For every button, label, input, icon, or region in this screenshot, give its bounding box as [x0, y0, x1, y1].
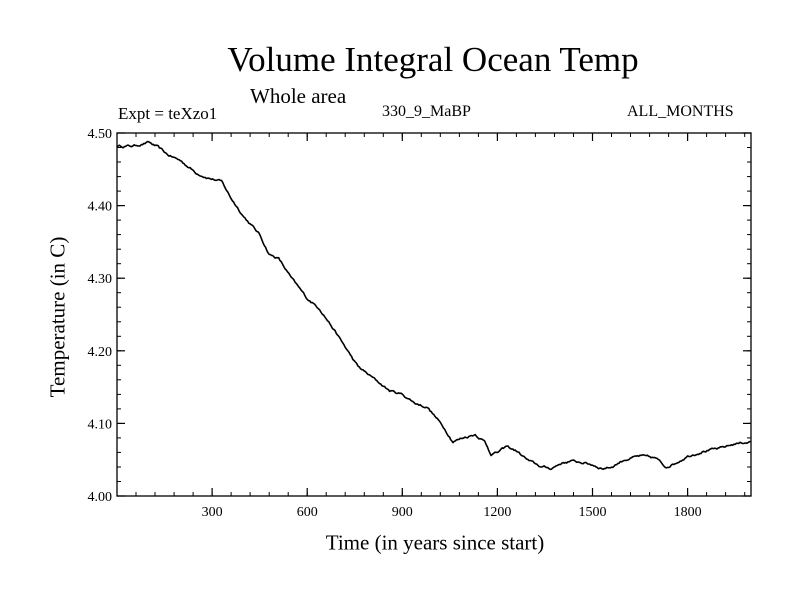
y-tick-label: 4.10 [88, 417, 113, 432]
x-tick-label: 900 [392, 505, 413, 520]
y-tick-label: 4.50 [88, 127, 113, 142]
series-line [116, 140, 752, 471]
x-tick-label: 1800 [674, 505, 702, 520]
x-axis-label: Time (in years since start) [325, 530, 545, 555]
months-label: ALL_MONTHS [627, 103, 734, 120]
y-tick-label: 4.40 [88, 200, 113, 215]
chart-title: Volume Integral Ocean Temp [227, 40, 639, 79]
x-tick-label: 1500 [579, 505, 607, 520]
y-tick-label: 4.30 [88, 272, 113, 287]
y-tick-label: 4.20 [88, 345, 113, 360]
x-tick-label: 1200 [483, 505, 511, 520]
plot-frame [116, 132, 752, 497]
y-tick-label: 4.00 [88, 490, 113, 505]
x-tick-label: 600 [297, 505, 318, 520]
case-label: 330_9_MaBP [382, 103, 471, 120]
experiment-label: Expt = teXzo1 [118, 104, 218, 123]
chart-subtitle: Whole area [250, 84, 347, 108]
x-tick-label: 300 [202, 505, 223, 520]
